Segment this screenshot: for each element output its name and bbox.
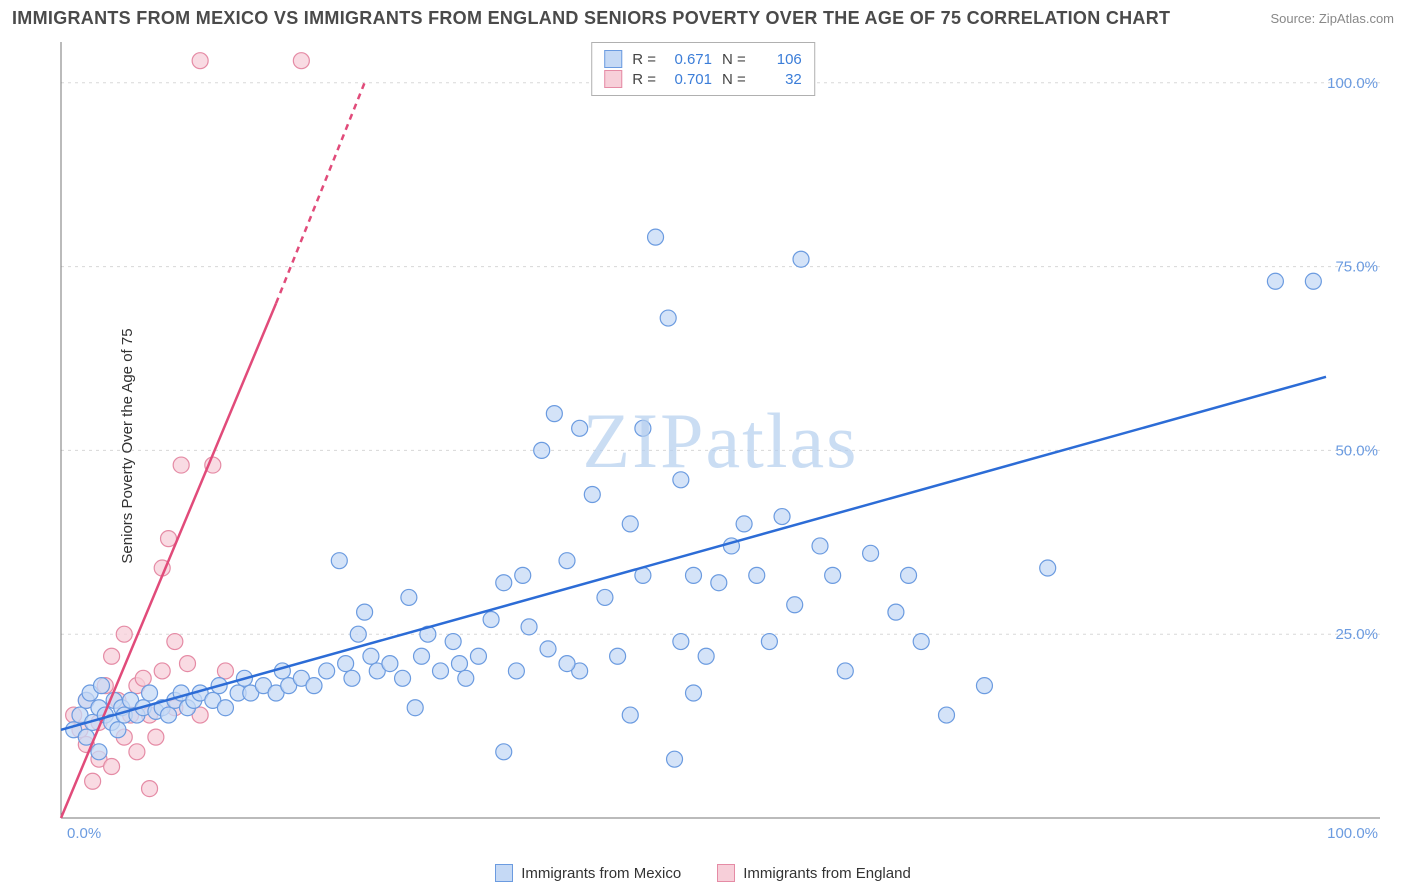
n-value-england: 32 <box>756 71 802 88</box>
svg-text:0.0%: 0.0% <box>67 825 101 842</box>
svg-text:75.0%: 75.0% <box>1335 259 1378 276</box>
legend-label-england: Immigrants from England <box>743 865 911 882</box>
r-label: R = <box>632 51 656 68</box>
r-value-mexico: 0.671 <box>666 51 712 68</box>
chart-title: IMMIGRANTS FROM MEXICO VS IMMIGRANTS FRO… <box>12 8 1170 29</box>
legend-row-england: R = 0.701 N = 32 <box>604 69 802 89</box>
n-value-mexico: 106 <box>756 51 802 68</box>
n-label: N = <box>722 71 746 88</box>
legend-item-england: Immigrants from England <box>717 864 911 882</box>
x-axis-legend: Immigrants from Mexico Immigrants from E… <box>0 864 1406 882</box>
swatch-pink-icon <box>604 70 622 88</box>
source-attribution: Source: ZipAtlas.com <box>1270 11 1394 26</box>
svg-text:100.0%: 100.0% <box>1327 825 1378 842</box>
r-value-england: 0.701 <box>666 71 712 88</box>
legend-label-mexico: Immigrants from Mexico <box>521 865 681 882</box>
swatch-blue-icon <box>604 50 622 68</box>
svg-text:100.0%: 100.0% <box>1327 75 1378 92</box>
svg-text:25.0%: 25.0% <box>1335 626 1378 643</box>
correlation-legend: R = 0.671 N = 106 R = 0.701 N = 32 <box>591 42 815 96</box>
legend-item-mexico: Immigrants from Mexico <box>495 864 681 882</box>
n-label: N = <box>722 51 746 68</box>
svg-text:50.0%: 50.0% <box>1335 442 1378 459</box>
chart-svg: 25.0% 50.0% 75.0% 100.0% 0.0% 100.0% <box>55 40 1386 842</box>
swatch-pink-icon <box>717 864 735 882</box>
scatter-chart: 25.0%50.0%75.0%100.0%0.0%100.0% ZIPatlas <box>55 40 1386 842</box>
r-label: R = <box>632 71 656 88</box>
legend-row-mexico: R = 0.671 N = 106 <box>604 49 802 69</box>
swatch-blue-icon <box>495 864 513 882</box>
